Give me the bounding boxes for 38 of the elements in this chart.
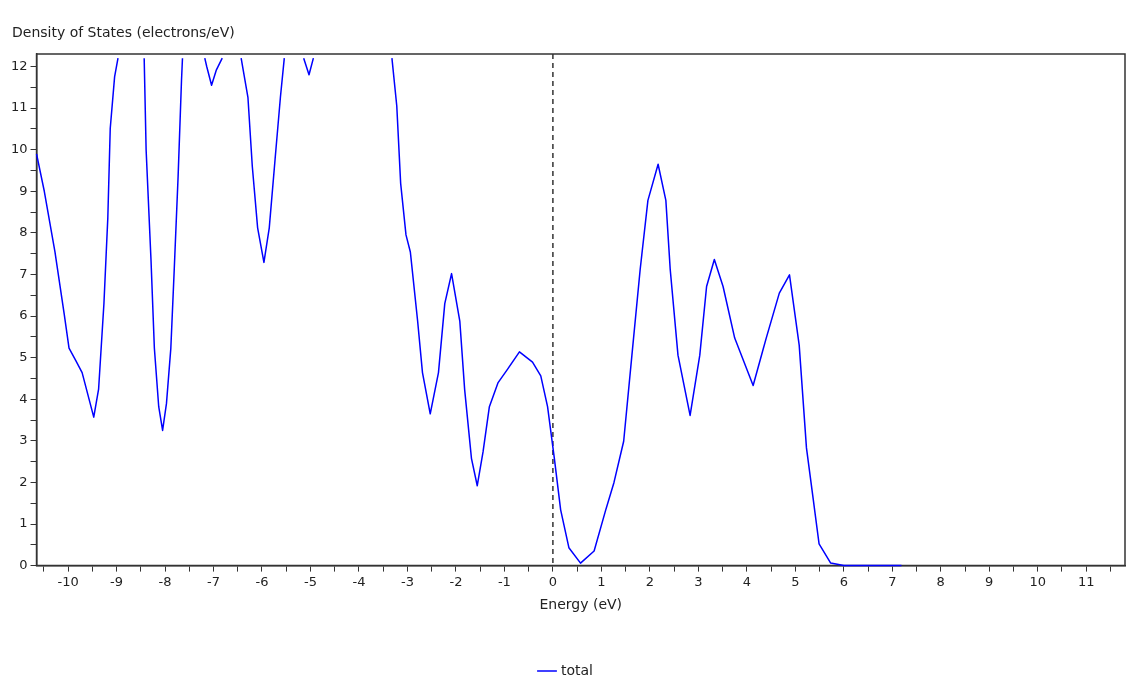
x-tick-label: -6 — [255, 573, 269, 589]
x-tick-label: 1 — [597, 573, 606, 589]
x-tick-label: 3 — [694, 573, 703, 589]
x-tick-label: 6 — [839, 573, 848, 589]
x-tick-label: -8 — [158, 573, 172, 589]
y-tick-label: 10 — [11, 141, 28, 157]
y-tick-label: 4 — [19, 390, 28, 406]
y-tick-label: 12 — [11, 57, 28, 73]
x-tick-label: -9 — [110, 573, 124, 589]
x-tick-label: -5 — [303, 573, 317, 589]
x-tick-label: -1 — [497, 573, 511, 589]
y-tick-label: 6 — [19, 307, 28, 323]
legend-label: total — [560, 661, 594, 678]
y-tick-label: 2 — [19, 473, 28, 489]
x-tick-label: 4 — [742, 573, 751, 589]
y-tick-label: 5 — [19, 349, 28, 365]
x-tick-label: -2 — [449, 573, 463, 589]
x-tick-label: 9 — [985, 573, 994, 589]
y-tick-label: 7 — [19, 265, 28, 281]
y-tick-label: 11 — [11, 99, 28, 115]
x-tick-label: 10 — [1029, 573, 1046, 589]
y-tick-label: 0 — [19, 556, 28, 572]
x-tick-label: -10 — [57, 573, 79, 589]
y-axis-title: Density of States (electrons/eV) — [12, 23, 235, 40]
x-tick-label: 8 — [936, 573, 945, 589]
y-tick-label: 3 — [19, 432, 28, 448]
y-tick-label: 8 — [19, 224, 28, 240]
y-tick-label: 9 — [19, 182, 28, 198]
x-tick-label: 0 — [548, 573, 558, 589]
x-tick-label: -3 — [400, 573, 414, 589]
x-tick-label: 11 — [1077, 573, 1095, 589]
x-axis-title: Energy (eV) — [539, 596, 623, 613]
x-tick-label: -4 — [352, 573, 366, 589]
x-tick-label: -7 — [207, 573, 220, 589]
x-tick-label: 2 — [645, 573, 654, 589]
y-tick-label: 1 — [19, 515, 28, 531]
x-tick-label: 5 — [791, 573, 800, 589]
x-tick-label: 7 — [888, 573, 897, 589]
